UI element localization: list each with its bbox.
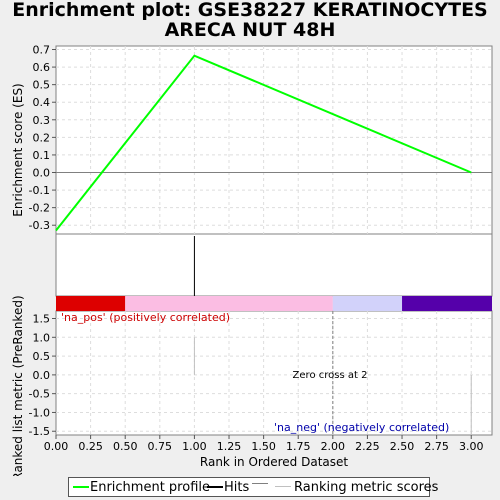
metric-y-tick-label-6: -1.5 bbox=[29, 425, 50, 438]
color-bar-segment-1 bbox=[125, 296, 333, 311]
x-tick-label-2: 0.50 bbox=[113, 440, 138, 453]
x-tick-label-4: 1.00 bbox=[182, 440, 207, 453]
es-y-tick-label-10: -0.3 bbox=[29, 219, 50, 232]
x-tick-label-7: 1.75 bbox=[286, 440, 311, 453]
metric-y-tick-label-3: 0.0 bbox=[33, 369, 51, 382]
metric-axis-label: Ranked list metric (PreRanked) bbox=[11, 295, 25, 476]
x-tick-label-8: 2.00 bbox=[321, 440, 346, 453]
title-line-2: ARECA NUT 48H bbox=[164, 19, 336, 41]
x-tick-label-3: 0.75 bbox=[148, 440, 173, 453]
chart-title: Enrichment plot: GSE38227 KERATINOCYTES … bbox=[0, 0, 500, 40]
enrichment-line bbox=[55, 54, 472, 232]
legend-label-ranking-metric: Ranking metric scores bbox=[294, 480, 439, 495]
x-tick-label-10: 2.50 bbox=[390, 440, 415, 453]
legend: Enrichment profile Hits Ranking metric s… bbox=[68, 477, 438, 497]
legend-label-enrichment-profile: Enrichment profile bbox=[90, 480, 210, 495]
color-bar-segment-3 bbox=[402, 296, 492, 311]
zero-cross-annotation: Zero cross at 2 bbox=[293, 370, 368, 381]
es-y-tick-label-9: -0.2 bbox=[29, 202, 50, 215]
metric-y-tick-label-1: 1.0 bbox=[33, 331, 51, 344]
x-tick-label-1: 0.25 bbox=[78, 440, 103, 453]
color-bar-segment-0 bbox=[56, 296, 126, 311]
es-y-tick-label-7: 0.0 bbox=[33, 167, 51, 180]
x-axis-label: Rank in Ordered Dataset bbox=[200, 455, 348, 469]
es-y-tick-label-8: -0.1 bbox=[29, 184, 50, 197]
legend-swatch-ranking-metric bbox=[275, 486, 291, 487]
color-bar-segment-2 bbox=[332, 296, 403, 311]
enrichment-profile-line-0 bbox=[55, 54, 472, 232]
es-y-tick-label-3: 0.4 bbox=[33, 96, 51, 109]
title-line-1: Enrichment plot: GSE38227 KERATINOCYTES bbox=[12, 0, 488, 21]
grid-lines bbox=[56, 46, 492, 435]
axes: 0.00 0.25 0.50 0.75 1.00 1.25 1.50 1.75 2.00 2.25… bbox=[29, 44, 484, 453]
legend-swatch-enrichment-profile bbox=[73, 486, 89, 488]
es-y-tick-label-6: 0.1 bbox=[33, 149, 51, 162]
es-y-tick-label-2: 0.5 bbox=[33, 79, 51, 92]
metric-panel bbox=[55, 310, 493, 436]
color-bar bbox=[56, 296, 492, 311]
es-y-tick-label-4: 0.3 bbox=[33, 114, 51, 127]
metric-y-tick-label-0: 1.5 bbox=[33, 313, 51, 326]
es-y-tick-label-1: 0.6 bbox=[33, 61, 51, 74]
legend-label-hits: Hits bbox=[224, 480, 250, 495]
x-tick-label-0: 0.00 bbox=[44, 440, 69, 453]
hits-panel bbox=[55, 233, 493, 297]
x-tick-label-11: 2.75 bbox=[424, 440, 449, 453]
negative-correlation-label: 'na_neg' (negatively correlated) bbox=[274, 421, 449, 434]
enrichment-plot: 0.00 0.25 0.50 0.75 1.00 1.25 1.50 1.75 2.00 2.25… bbox=[11, 44, 493, 476]
metric-y-tick-label-5: -1.0 bbox=[29, 406, 50, 419]
legend-swatch-grey bbox=[252, 483, 268, 484]
ranking-metric-bars bbox=[193, 311, 472, 435]
metric-y-tick-label-4: -0.5 bbox=[29, 388, 50, 401]
positive-correlation-label: 'na_pos' (positively correlated) bbox=[61, 311, 230, 324]
metric-y-tick-label-2: 0.5 bbox=[33, 350, 51, 363]
es-y-tick-label-0: 0.7 bbox=[33, 44, 51, 57]
es-y-tick-label-5: 0.2 bbox=[33, 131, 51, 144]
x-tick-label-12: 3.00 bbox=[459, 440, 484, 453]
x-tick-label-5: 1.25 bbox=[217, 440, 242, 453]
es-panel bbox=[55, 45, 493, 235]
x-tick-label-9: 2.25 bbox=[355, 440, 380, 453]
es-axis-label: Enrichment score (ES) bbox=[11, 83, 25, 216]
legend-swatch-hits bbox=[207, 486, 223, 488]
x-tick-label-6: 1.50 bbox=[251, 440, 276, 453]
